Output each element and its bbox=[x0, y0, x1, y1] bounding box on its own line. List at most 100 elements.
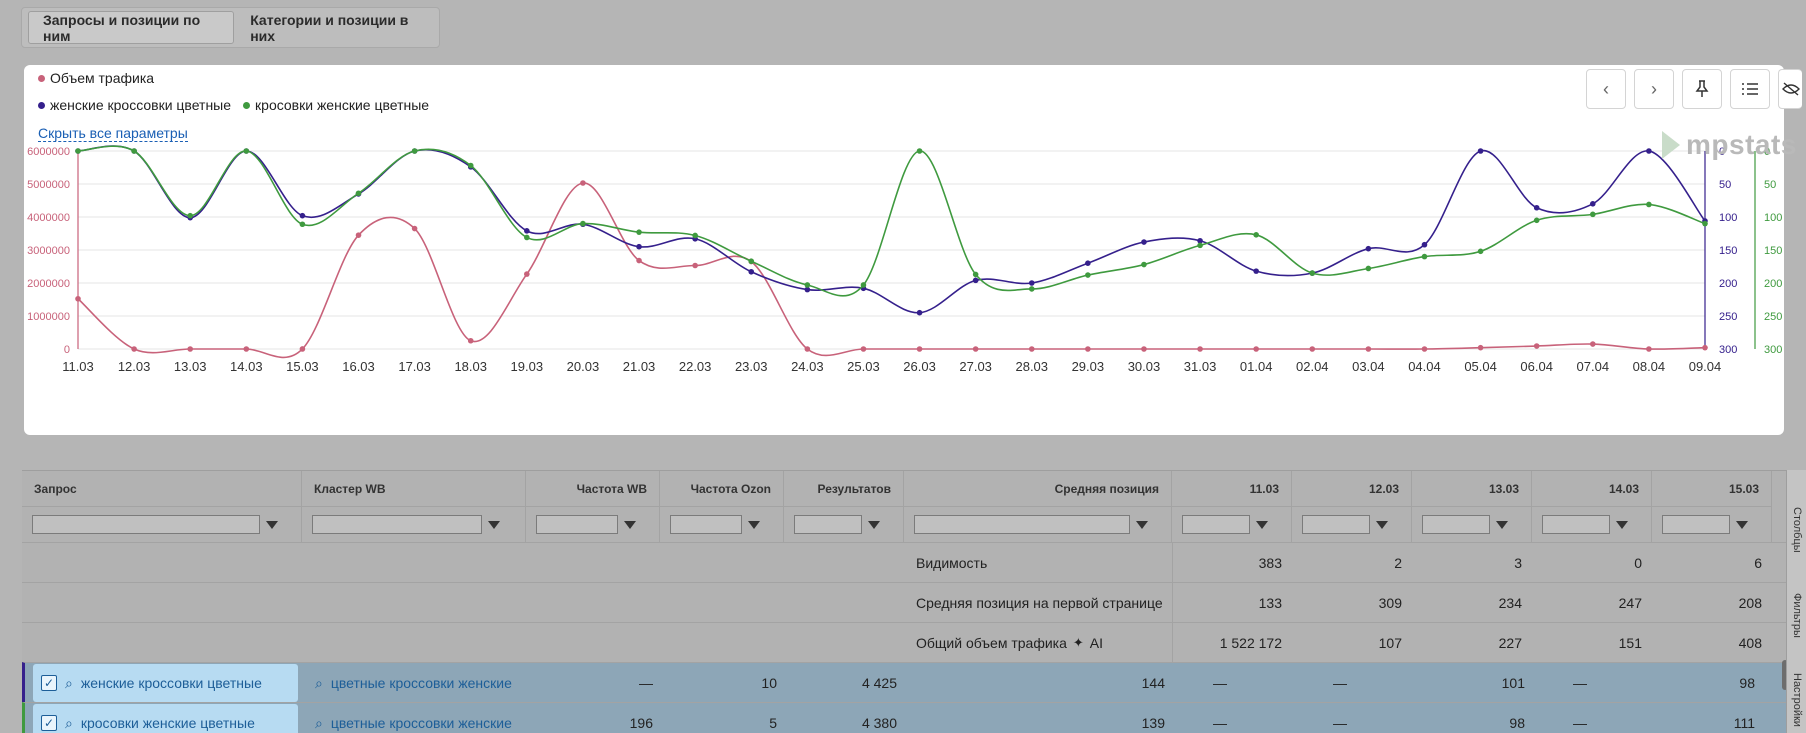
pin-button[interactable] bbox=[1682, 69, 1722, 109]
filter-input[interactable] bbox=[536, 515, 618, 534]
day-cell: 98 bbox=[1509, 715, 1525, 731]
cluster-cell[interactable]: ⌕ цветные кроссовки женские bbox=[315, 663, 512, 703]
funnel-icon[interactable] bbox=[266, 520, 278, 529]
search-icon[interactable]: ⌕ bbox=[315, 674, 323, 691]
summary-value: 133 bbox=[1258, 595, 1282, 611]
prev-button[interactable]: ‹ bbox=[1586, 69, 1626, 109]
col-header-label: Частота Ozon bbox=[690, 481, 771, 496]
table-row[interactable]: ✓ ⌕ женские кроссовки цветные ⌕ цветные … bbox=[22, 662, 1786, 702]
col-header-avg-position[interactable]: Средняя позиция bbox=[904, 471, 1172, 506]
filter-input[interactable] bbox=[32, 515, 260, 534]
search-icon[interactable]: ⌕ bbox=[65, 674, 73, 691]
legend-series1[interactable]: женские кроссовки цветные bbox=[38, 97, 231, 113]
col-header-label: 11.03 bbox=[1249, 481, 1279, 496]
ai-badge[interactable]: AI bbox=[1089, 635, 1104, 651]
filter-input[interactable] bbox=[1542, 515, 1610, 534]
hide-chart-button[interactable] bbox=[1778, 69, 1802, 109]
results-cell: 4 380 bbox=[861, 715, 897, 731]
freq-wb-cell: — bbox=[639, 675, 653, 691]
results-cell: 4 425 bbox=[861, 675, 897, 691]
col-header-date[interactable]: 13.03 bbox=[1412, 471, 1532, 506]
col-header-date[interactable]: 12.03 bbox=[1292, 471, 1412, 506]
funnel-icon[interactable] bbox=[1616, 520, 1628, 529]
legend-label: Объем трафика bbox=[50, 70, 155, 86]
data-point bbox=[972, 346, 979, 352]
filter-results bbox=[784, 506, 904, 542]
row-checkbox[interactable]: ✓ bbox=[41, 675, 57, 691]
col-header-freq-wb[interactable]: Частота WB bbox=[526, 471, 660, 506]
col-header-date[interactable]: 14.03 bbox=[1532, 471, 1652, 506]
table-scrollbar[interactable] bbox=[1782, 660, 1788, 690]
sparkle-icon[interactable]: ✦ bbox=[1072, 635, 1084, 650]
side-tab-settings[interactable]: Настройки bbox=[1787, 670, 1806, 730]
col-header-results[interactable]: Результатов bbox=[784, 471, 904, 506]
query-cell[interactable]: ✓ ⌕ кросовки женские цветные bbox=[33, 704, 298, 733]
funnel-icon[interactable] bbox=[868, 520, 880, 529]
tab-queries[interactable]: Запросы и позиции по ним bbox=[28, 11, 235, 44]
brand-name: mpstats bbox=[1686, 129, 1797, 160]
summary-value: 227 bbox=[1498, 635, 1522, 651]
tab-categories[interactable]: Категории и позиции в них bbox=[250, 11, 409, 44]
funnel-icon[interactable] bbox=[1376, 520, 1388, 529]
col-header-freq-ozon[interactable]: Частота Ozon bbox=[660, 471, 784, 506]
funnel-icon[interactable] bbox=[624, 520, 636, 529]
pin-icon bbox=[1695, 80, 1709, 97]
col-header-date[interactable]: 11.03 bbox=[1172, 471, 1292, 506]
data-point bbox=[692, 262, 698, 269]
funnel-icon[interactable] bbox=[1496, 520, 1508, 529]
filter-input[interactable] bbox=[312, 515, 482, 534]
col-header-date[interactable]: 15.03 bbox=[1652, 471, 1772, 506]
column-divider bbox=[1172, 543, 1173, 582]
filter-input[interactable] bbox=[1182, 515, 1250, 534]
list-button[interactable] bbox=[1730, 69, 1770, 109]
legend-series2[interactable]: кросовки женские цветные bbox=[243, 97, 429, 113]
queries-table: Запрос Кластер WB Частота WB Частота Ozo… bbox=[22, 470, 1786, 733]
filter-query bbox=[22, 506, 302, 542]
y2-tick-label: 250 bbox=[1719, 311, 1737, 323]
x-tick-label: 19.03 bbox=[511, 359, 544, 374]
col-header-query[interactable]: Запрос bbox=[22, 471, 302, 506]
filter-input[interactable] bbox=[1422, 515, 1490, 534]
data-point bbox=[1085, 260, 1091, 266]
side-tab-filters[interactable]: Фильтры bbox=[1787, 580, 1806, 650]
filter-input[interactable] bbox=[1662, 515, 1730, 534]
data-point bbox=[580, 220, 586, 227]
summary-value: 151 bbox=[1618, 635, 1642, 651]
legend-label: кросовки женские цветные bbox=[255, 97, 430, 113]
funnel-icon[interactable] bbox=[1256, 520, 1268, 529]
search-icon[interactable]: ⌕ bbox=[315, 714, 323, 731]
data-point bbox=[299, 346, 306, 352]
filter-date bbox=[1532, 506, 1652, 542]
funnel-icon[interactable] bbox=[748, 520, 760, 529]
y3-tick-label: 150 bbox=[1764, 245, 1782, 257]
summary-value: 234 bbox=[1498, 595, 1522, 611]
data-point bbox=[75, 295, 81, 302]
data-point bbox=[1141, 239, 1147, 245]
cluster-text: цветные кроссовки женские bbox=[330, 675, 512, 691]
x-tick-label: 25.03 bbox=[847, 359, 880, 374]
legend-label: женские кроссовки цветные bbox=[50, 97, 232, 113]
funnel-icon[interactable] bbox=[488, 520, 500, 529]
legend-dot bbox=[38, 101, 45, 109]
cluster-cell[interactable]: ⌕ цветные кроссовки женские bbox=[315, 703, 512, 733]
query-cell[interactable]: ✓ ⌕ женские кроссовки цветные bbox=[33, 664, 298, 702]
filter-input[interactable] bbox=[794, 515, 862, 534]
hide-all-params-link[interactable]: Скрыть все параметры bbox=[38, 125, 188, 142]
next-button[interactable]: › bbox=[1634, 69, 1674, 109]
filter-date bbox=[1412, 506, 1532, 542]
search-icon[interactable]: ⌕ bbox=[65, 714, 73, 731]
data-point bbox=[1477, 344, 1484, 351]
table-row[interactable]: ✓ ⌕ кросовки женские цветные ⌕ цветные к… bbox=[22, 702, 1786, 733]
x-tick-label: 27.03 bbox=[959, 359, 992, 374]
col-header-cluster[interactable]: Кластер WB bbox=[302, 471, 526, 506]
filter-input[interactable] bbox=[1302, 515, 1370, 534]
y-tick-label: 3000000 bbox=[27, 245, 70, 257]
row-checkbox[interactable]: ✓ bbox=[41, 715, 57, 731]
filter-input[interactable] bbox=[670, 515, 742, 534]
side-tab-columns[interactable]: Столбцы bbox=[1787, 500, 1806, 560]
funnel-icon[interactable] bbox=[1136, 520, 1148, 529]
x-tick-label: 09.04 bbox=[1689, 359, 1722, 374]
funnel-icon[interactable] bbox=[1736, 520, 1748, 529]
filter-input[interactable] bbox=[914, 515, 1130, 534]
legend-traffic[interactable]: Объем трафика bbox=[38, 70, 154, 86]
